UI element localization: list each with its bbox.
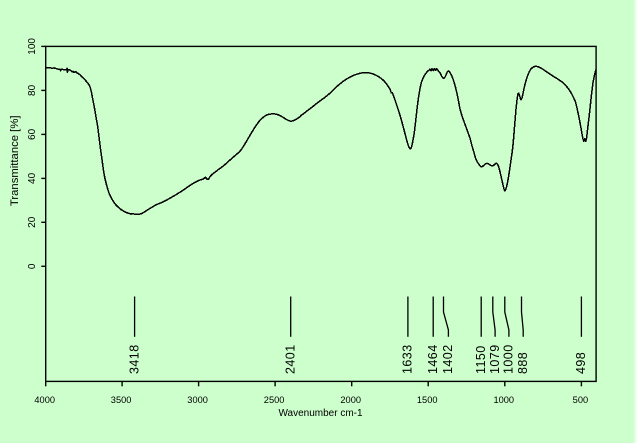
svg-text:3418: 3418 <box>127 344 141 374</box>
svg-text:0: 0 <box>27 263 38 269</box>
svg-text:2401: 2401 <box>284 344 298 374</box>
svg-text:500: 500 <box>573 395 588 405</box>
svg-text:1000: 1000 <box>494 395 515 405</box>
svg-text:1000: 1000 <box>502 344 516 374</box>
svg-text:1150: 1150 <box>474 345 488 374</box>
svg-text:1079: 1079 <box>488 344 502 374</box>
svg-text:1464: 1464 <box>426 344 440 374</box>
svg-text:1500: 1500 <box>417 395 438 405</box>
svg-text:1402: 1402 <box>441 344 455 374</box>
svg-text:Transmittance [%]: Transmittance [%] <box>9 115 21 206</box>
svg-text:80: 80 <box>27 84 38 96</box>
svg-text:3000: 3000 <box>187 395 208 405</box>
svg-text:888: 888 <box>516 352 530 374</box>
svg-text:2000: 2000 <box>340 395 361 405</box>
svg-text:2500: 2500 <box>264 395 285 405</box>
svg-text:Wavenumber cm-1: Wavenumber cm-1 <box>278 408 363 419</box>
svg-text:4000: 4000 <box>34 395 55 405</box>
svg-text:40: 40 <box>27 172 38 184</box>
svg-text:1633: 1633 <box>401 344 415 374</box>
svg-text:60: 60 <box>27 128 38 140</box>
svg-text:3500: 3500 <box>111 395 132 405</box>
svg-text:498: 498 <box>574 352 588 374</box>
svg-text:100: 100 <box>27 38 38 55</box>
svg-text:20: 20 <box>27 216 38 228</box>
